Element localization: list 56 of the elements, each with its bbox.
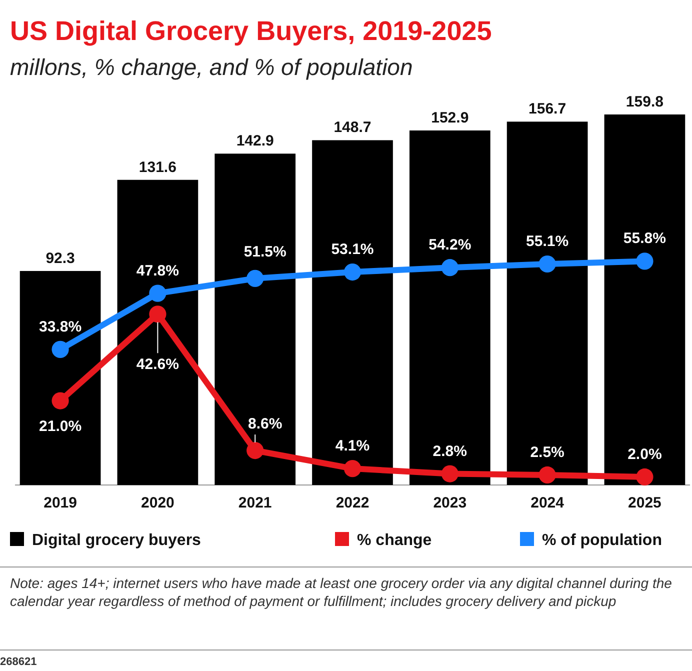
bar bbox=[506, 122, 588, 485]
bar bbox=[117, 180, 198, 485]
x-tick-label: 2019 bbox=[44, 494, 77, 512]
bar bbox=[604, 114, 686, 485]
data-label: 2.0% bbox=[628, 446, 662, 463]
chart-subtitle: millons, % change, and % of population bbox=[10, 54, 413, 80]
data-label: 2.5% bbox=[530, 444, 564, 461]
data-label: 156.7 bbox=[528, 100, 566, 118]
data-label: 51.5% bbox=[244, 243, 286, 260]
legend-label: Digital grocery buyers bbox=[32, 532, 202, 549]
data-label: 131.6 bbox=[138, 158, 176, 176]
data-label: 142.9 bbox=[236, 132, 274, 150]
text: Note: ages 14+; internet users who have made at least one grocery order via any digital channel during the calendar year regardless of method of payment or fulfillment; includes grocery delivery and pickup bbox=[10, 575, 672, 609]
legend-label: % of population bbox=[542, 532, 662, 549]
x-tick-label: 2022 bbox=[336, 494, 370, 512]
data-label: 42.6% bbox=[136, 356, 179, 374]
point bbox=[344, 263, 362, 281]
bar bbox=[409, 130, 490, 485]
point bbox=[441, 259, 458, 276]
bar bbox=[20, 270, 101, 485]
data-label: 152.9 bbox=[431, 109, 469, 126]
data-label: 55.8% bbox=[623, 230, 666, 248]
data-label: 4.1% bbox=[335, 438, 370, 455]
point bbox=[344, 460, 362, 478]
x-tick-label: 2024 bbox=[530, 494, 565, 512]
x-tick-label: 2021 bbox=[238, 494, 272, 512]
data-label: 159.8 bbox=[626, 93, 664, 110]
data-label: 33.8% bbox=[39, 318, 82, 336]
point bbox=[149, 284, 166, 302]
chart-title: US Digital Grocery Buyers, 2019-2025 bbox=[10, 16, 492, 46]
x-tick-label: 2023 bbox=[433, 494, 467, 512]
point bbox=[538, 466, 556, 484]
data-label: 47.8% bbox=[136, 262, 179, 280]
point bbox=[636, 252, 654, 270]
bar bbox=[214, 154, 296, 485]
point bbox=[149, 306, 166, 323]
data-label: 21.0% bbox=[39, 418, 82, 435]
text: 268621 bbox=[0, 656, 37, 668]
point bbox=[52, 340, 69, 358]
data-label: 92.3 bbox=[46, 250, 75, 267]
data-label: 54.2% bbox=[428, 236, 472, 254]
data-label: 8.6% bbox=[248, 416, 282, 433]
data-label: 148.7 bbox=[334, 119, 372, 136]
point bbox=[52, 392, 69, 410]
point bbox=[246, 442, 264, 460]
point bbox=[538, 255, 556, 273]
data-label: 53.1% bbox=[331, 241, 374, 258]
legend-label: % change bbox=[357, 532, 432, 549]
data-label: 2.8% bbox=[432, 442, 468, 460]
point bbox=[636, 468, 654, 486]
x-tick-label: 2025 bbox=[628, 494, 662, 512]
x-tick-label: 2020 bbox=[141, 494, 174, 512]
point bbox=[246, 270, 264, 287]
point bbox=[441, 465, 458, 482]
data-label: 55.1% bbox=[526, 233, 569, 250]
bar bbox=[312, 140, 393, 485]
